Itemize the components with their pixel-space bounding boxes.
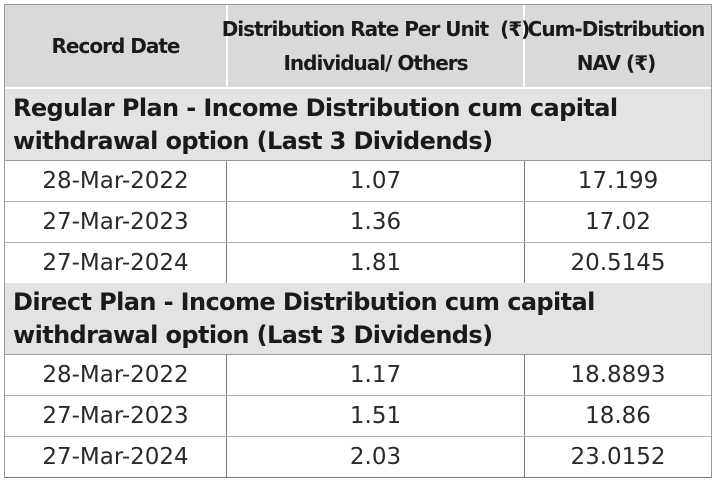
- cell-distribution-rate: 1.81: [226, 243, 525, 283]
- header-record-date: Record Date: [5, 5, 226, 87]
- header-nav-line2: NAV (₹): [576, 51, 656, 75]
- table-row: 27-Mar-2024 2.03 23.0152: [5, 437, 711, 477]
- cell-record-date: 28-Mar-2022: [42, 168, 189, 194]
- cell-record-date: 27-Mar-2024: [42, 250, 189, 276]
- cell-record-date: 27-Mar-2023: [42, 403, 189, 429]
- cell-distribution-rate: 1.07: [226, 161, 525, 201]
- cell-distribution-rate: 2.03: [226, 437, 525, 477]
- cell-nav: 20.5145: [570, 250, 666, 276]
- cell-record-date: 27-Mar-2024: [42, 444, 189, 470]
- table-row: 27-Mar-2023 1.51 18.86: [5, 396, 711, 437]
- table-row: 27-Mar-2024 1.81 20.5145: [5, 243, 711, 283]
- cell-distribution-rate: 1.51: [226, 396, 525, 436]
- header-distribution-rate-line1: Distribution Rate Per Unit (₹): [221, 17, 531, 41]
- table-row: 28-Mar-2022 1.17 18.8893: [5, 355, 711, 396]
- cell-nav: 17.02: [585, 209, 651, 235]
- dividend-history-table: Record Date Distribution Rate Per Unit (…: [4, 4, 712, 478]
- cell-record-date: 28-Mar-2022: [42, 362, 189, 388]
- cell-record-date: 27-Mar-2023: [42, 209, 189, 235]
- table-row: 28-Mar-2022 1.07 17.199: [5, 161, 711, 202]
- cell-nav: 17.199: [577, 168, 659, 194]
- cell-distribution-rate: 1.36: [226, 202, 525, 242]
- header-distribution-rate-line2: Individual/ Others: [283, 51, 468, 75]
- cell-distribution-rate: 1.17: [226, 355, 525, 395]
- table-row: 27-Mar-2023 1.36 17.02: [5, 202, 711, 243]
- section-title-direct-plan: Direct Plan - Income Distribution cum ca…: [5, 283, 711, 355]
- header-cum-distribution-nav: Cum-Distribution NAV (₹): [525, 5, 707, 87]
- cell-nav: 18.86: [585, 403, 651, 429]
- header-nav-line1: Cum-Distribution: [527, 17, 706, 41]
- table-header: Record Date Distribution Rate Per Unit (…: [5, 4, 711, 89]
- cell-nav: 18.8893: [570, 362, 666, 388]
- section-title-regular-plan: Regular Plan - Income Distribution cum c…: [5, 89, 711, 161]
- header-distribution-rate: Distribution Rate Per Unit (₹) Individua…: [222, 5, 530, 87]
- header-record-date-label: Record Date: [51, 34, 181, 58]
- cell-nav: 23.0152: [570, 444, 666, 470]
